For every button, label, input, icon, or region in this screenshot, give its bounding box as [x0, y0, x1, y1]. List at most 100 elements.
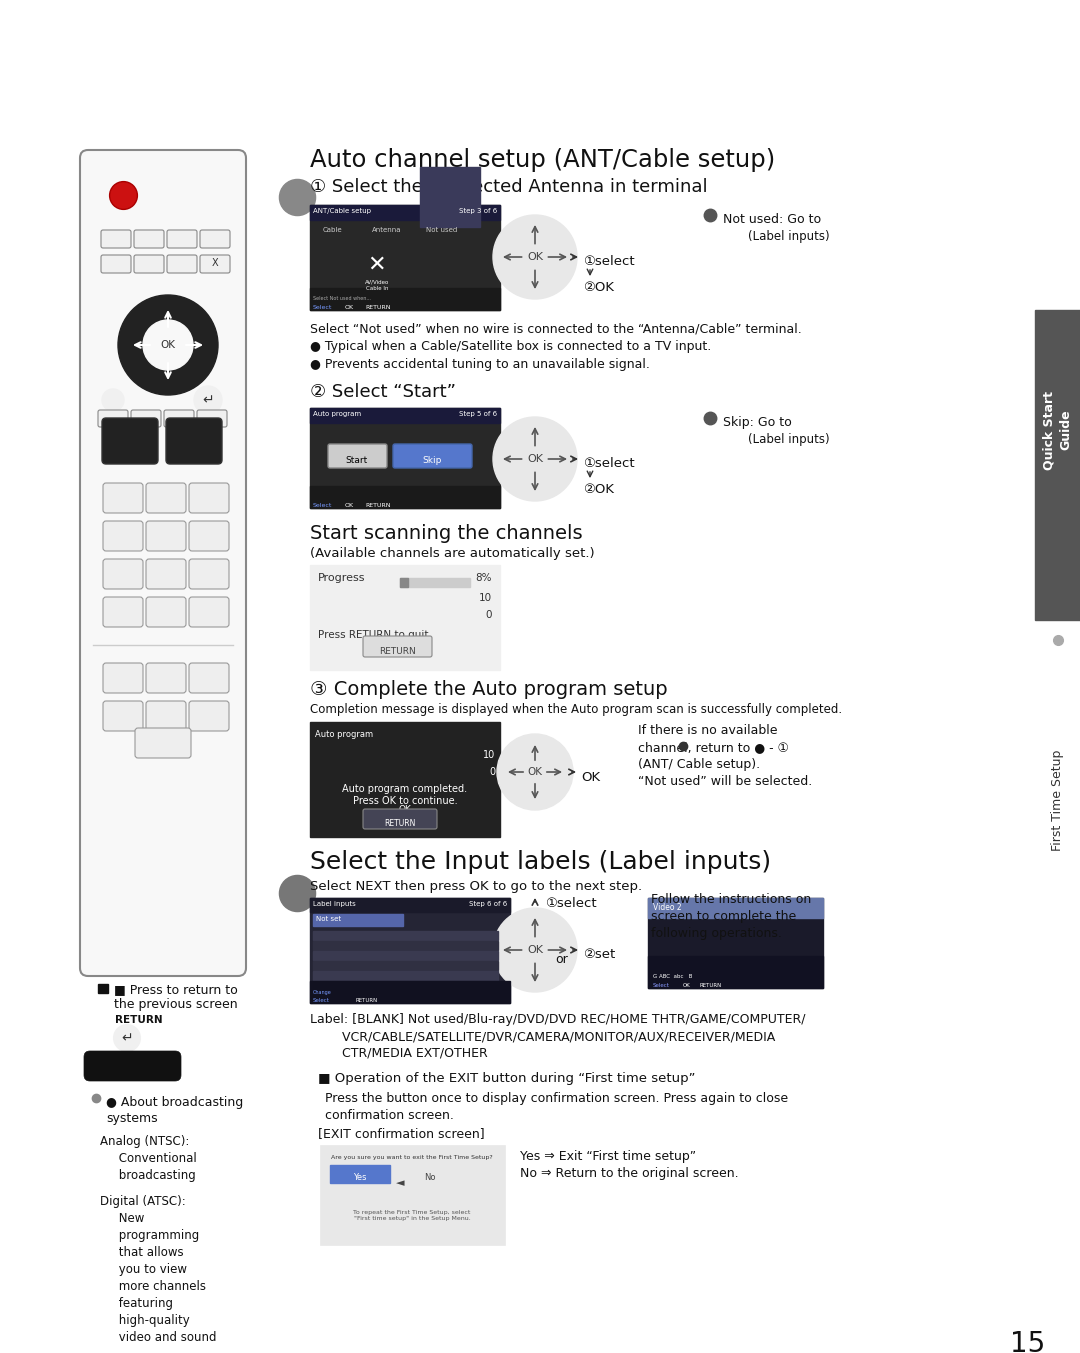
Text: ②set: ②set	[583, 948, 616, 961]
Text: CTR/MEDIA EXT/OTHER: CTR/MEDIA EXT/OTHER	[310, 1047, 488, 1059]
Circle shape	[143, 321, 193, 369]
Circle shape	[492, 908, 577, 992]
FancyBboxPatch shape	[131, 410, 161, 428]
Bar	[313, 915, 403, 925]
Text: HDMI: HDMI	[410, 993, 429, 999]
Text: Not used: Not used	[427, 227, 458, 233]
Text: RETURN: RETURN	[365, 304, 391, 310]
Text: 0: 0	[486, 610, 492, 620]
Text: OK: OK	[581, 771, 600, 783]
Text: Press RETURN to quit: Press RETURN to quit	[318, 630, 429, 640]
Text: RETURN: RETURN	[700, 984, 723, 988]
Text: X: X	[212, 258, 218, 268]
Text: ①select: ①select	[583, 457, 635, 469]
Bar	[310, 486, 500, 507]
Text: OK: OK	[683, 984, 691, 988]
FancyBboxPatch shape	[189, 559, 229, 589]
Text: Auto program completed.
Press OK to continue.: Auto program completed. Press OK to cont…	[342, 783, 468, 806]
Text: Change: Change	[313, 990, 332, 994]
Circle shape	[513, 928, 557, 971]
Text: OK: OK	[527, 767, 542, 777]
Bar	[313, 981, 498, 990]
Text: OK: OK	[345, 503, 354, 507]
Bar	[313, 971, 498, 980]
Bar	[313, 940, 498, 950]
Text: No ⇒ Return to the original screen.: No ⇒ Return to the original screen.	[519, 1168, 739, 1180]
Bar	[648, 898, 823, 988]
Bar	[98, 984, 108, 993]
Text: AV/Video
Cable In: AV/Video Cable In	[365, 280, 389, 291]
Bar	[648, 898, 823, 917]
Bar	[310, 723, 500, 838]
Text: Select: Select	[653, 984, 670, 988]
Bar	[310, 981, 510, 1003]
Text: 15: 15	[1010, 1330, 1045, 1353]
Text: Analog (NTSC):
     Conventional
     broadcasting: Analog (NTSC): Conventional broadcasting	[100, 1135, 197, 1183]
FancyBboxPatch shape	[166, 418, 222, 464]
Circle shape	[102, 390, 124, 411]
Circle shape	[194, 386, 222, 414]
Bar	[310, 1068, 1015, 1252]
Text: Quick Start
Guide: Quick Start Guide	[1043, 391, 1072, 469]
Text: ✕: ✕	[367, 254, 387, 275]
Bar	[320, 1145, 505, 1245]
FancyBboxPatch shape	[328, 444, 387, 468]
FancyBboxPatch shape	[146, 701, 186, 731]
Text: VCR/CABLE/SATELLITE/DVR/CAMERA/MONITOR/AUX/RECEIVER/MEDIA: VCR/CABLE/SATELLITE/DVR/CAMERA/MONITOR/A…	[310, 1030, 775, 1043]
Text: Progress: Progress	[318, 574, 365, 583]
Circle shape	[114, 1026, 140, 1051]
Text: Video 2: Video 2	[653, 902, 681, 912]
FancyBboxPatch shape	[146, 663, 186, 693]
FancyBboxPatch shape	[134, 254, 164, 273]
Text: Step 5 of 6: Step 5 of 6	[459, 411, 497, 417]
Bar	[310, 566, 500, 670]
FancyBboxPatch shape	[189, 701, 229, 731]
FancyBboxPatch shape	[103, 559, 143, 589]
Text: HDMI: HDMI	[461, 993, 480, 999]
Text: Digital (ATSC):
     New
     programming
     that allows
     you to view
    : Digital (ATSC): New programming that all…	[100, 1195, 216, 1344]
Text: OK: OK	[399, 805, 411, 815]
FancyBboxPatch shape	[103, 483, 143, 513]
Text: Label: [BLANK] Not used/Blu-ray/DVD/DVD REC/HOME THTR/GAME/COMPUTER/: Label: [BLANK] Not used/Blu-ray/DVD/DVD …	[310, 1013, 806, 1026]
Text: ②OK: ②OK	[583, 483, 615, 497]
Text: ● Prevents accidental tuning to an unavailable signal.: ● Prevents accidental tuning to an unava…	[310, 359, 650, 371]
Bar	[313, 951, 498, 961]
Text: Yes ⇒ Exit “First time setup”: Yes ⇒ Exit “First time setup”	[519, 1150, 697, 1164]
FancyBboxPatch shape	[167, 230, 197, 248]
FancyBboxPatch shape	[200, 230, 230, 248]
Text: Cable: Cable	[322, 227, 341, 233]
FancyBboxPatch shape	[164, 410, 194, 428]
Text: Skip: Go to: Skip: Go to	[723, 415, 792, 429]
Text: ②OK: ②OK	[583, 281, 615, 294]
Text: ● Typical when a Cable/Satellite box is connected to a TV input.: ● Typical when a Cable/Satellite box is …	[310, 340, 712, 353]
Text: (Label inputs): (Label inputs)	[748, 433, 829, 446]
Circle shape	[513, 235, 557, 279]
Text: ② Select “Start”: ② Select “Start”	[310, 383, 456, 400]
Bar	[310, 288, 500, 310]
Bar	[310, 206, 500, 221]
FancyBboxPatch shape	[189, 597, 229, 626]
Text: No: No	[424, 1173, 435, 1183]
FancyBboxPatch shape	[197, 410, 227, 428]
Bar	[313, 931, 498, 940]
Text: Select “Not used” when no wire is connected to the “Antenna/Cable” terminal.: Select “Not used” when no wire is connec…	[310, 322, 801, 336]
Text: ①select: ①select	[545, 897, 596, 911]
Bar	[310, 409, 500, 507]
Text: RETURN: RETURN	[355, 999, 377, 1003]
Bar	[420, 166, 480, 227]
Text: Step 3 of 6: Step 3 of 6	[459, 208, 497, 214]
Text: (Label inputs): (Label inputs)	[748, 230, 829, 244]
Text: [EXIT confirmation screen]: [EXIT confirmation screen]	[318, 1127, 485, 1141]
Text: ■ Operation of the EXIT button during “First time setup”: ■ Operation of the EXIT button during “F…	[318, 1072, 696, 1085]
Text: Completion message is displayed when the Auto program scan is successfully compl: Completion message is displayed when the…	[310, 704, 842, 716]
FancyBboxPatch shape	[200, 254, 230, 273]
FancyBboxPatch shape	[103, 701, 143, 731]
Text: OK: OK	[527, 252, 543, 262]
FancyBboxPatch shape	[146, 483, 186, 513]
Text: Select: Select	[313, 999, 329, 1003]
Text: RETURN: RETURN	[365, 503, 391, 507]
Text: the previous screen: the previous screen	[114, 999, 238, 1011]
Text: OK: OK	[161, 340, 175, 350]
FancyBboxPatch shape	[102, 254, 131, 273]
Text: RETURN: RETURN	[384, 819, 416, 828]
